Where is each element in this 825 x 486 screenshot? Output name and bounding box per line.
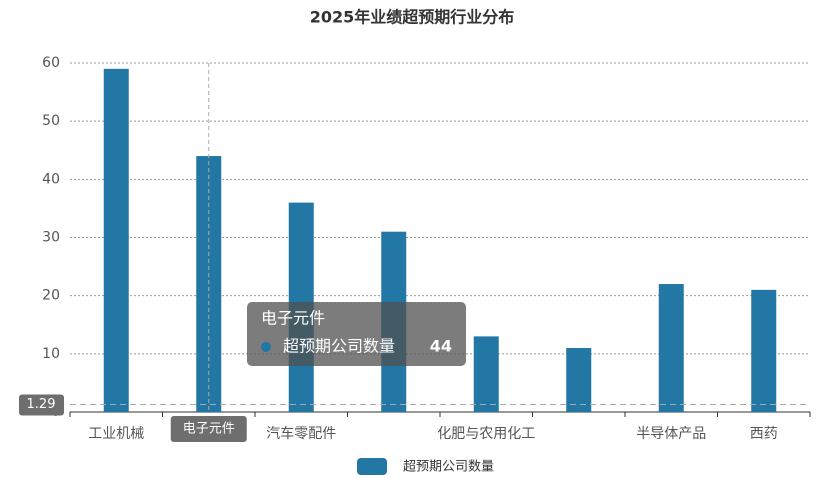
tooltip-series: 超预期公司数量: [283, 337, 395, 356]
plot: 0102030405060工业机械电子元件汽车零配件化肥与农用化工半导体产品西药…: [42, 55, 811, 475]
y-tick-label: 10: [42, 346, 60, 362]
tooltip: [247, 302, 466, 366]
x-tick-label: 化肥与农用化工: [437, 426, 535, 442]
x-tick-label: 半导体产品: [636, 426, 706, 442]
bar: [751, 289, 777, 412]
x-tick-label: 西药: [750, 426, 778, 442]
tooltip-dot: [261, 342, 271, 352]
y-tick-label: 40: [42, 171, 60, 187]
axis-pointer-y-box: [19, 394, 64, 416]
chart-title: 2025年业绩超预期行业分布: [310, 8, 515, 27]
x-tick-label: 汽车零配件: [266, 425, 336, 442]
tooltip-title: 电子元件: [261, 309, 325, 328]
bar: [658, 284, 684, 412]
x-tick-label: 工业机械: [88, 426, 144, 442]
legend-label: 超预期公司数量: [403, 460, 494, 475]
y-tick-label: 60: [42, 55, 60, 71]
axis-pointer-x-box: [170, 416, 247, 442]
bar: [566, 348, 592, 412]
bar: [473, 336, 499, 412]
y-tick-label: 20: [42, 288, 60, 304]
y-tick-label: 30: [42, 230, 60, 246]
axis-pointer-x-label: 电子元件: [183, 422, 235, 437]
tooltip-value: 44: [430, 337, 452, 356]
bar: [103, 68, 129, 413]
axis-pointer-y-label: 1.29: [27, 397, 56, 412]
legend-swatch: [357, 458, 387, 475]
y-tick-label: 50: [42, 113, 60, 129]
